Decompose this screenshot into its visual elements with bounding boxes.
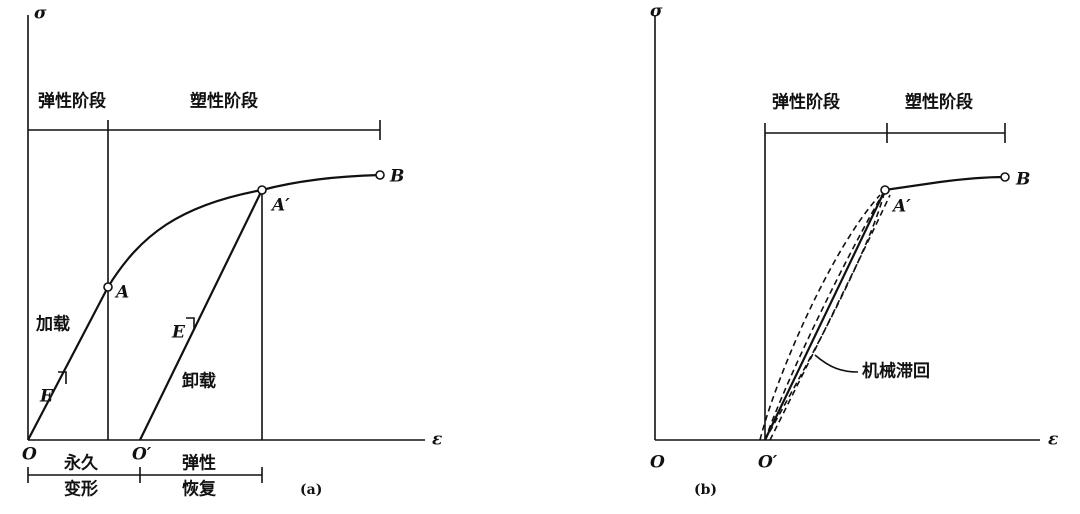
label: A [114,283,129,303]
leader [814,354,859,373]
hysteresis-loop [759,194,881,441]
label: 弹性阶段 [38,91,106,112]
label: 机械滞回 [862,361,930,382]
label: O [650,453,665,473]
label: 弹性 [182,453,216,474]
label: ε [1048,430,1058,450]
label: 塑性阶段 [190,91,258,112]
label: 塑性阶段 [905,92,973,113]
label: 卸载 [182,371,216,392]
unload-line [139,189,263,441]
caption: (b) [694,482,717,498]
label: O [22,445,37,465]
label: E [171,323,186,343]
label: 永久 [63,453,98,474]
hysteresis-loop [769,194,891,441]
point [1000,172,1010,182]
curve [884,175,1006,192]
label: ε [432,430,442,450]
label: σ [650,2,663,22]
label: B [1015,170,1030,190]
label: 加载 [35,314,70,335]
label: O′ [758,453,778,473]
caption: (a) [300,482,322,498]
label: A′ [891,197,911,217]
slope-mark [186,317,195,330]
label: σ [34,4,47,24]
label: A′ [270,196,290,216]
label: E [39,387,54,407]
curve [27,173,381,441]
panel-b: σ 弹性阶段 塑性阶段 B A′ 机械滞回 O O′ ε (b) [650,2,1058,499]
point [103,282,113,292]
point [375,170,385,180]
label: 恢复 [182,479,217,500]
label: 弹性阶段 [772,92,840,113]
point [880,185,890,195]
slope-mark [58,371,67,384]
point [257,185,267,195]
label: O′ [132,445,152,465]
panel-a: σ 弹性阶段 塑性阶段 B A′ A 加载 E E 卸载 O O′ ε 永久 变… [22,4,442,500]
label: 变形 [64,479,98,500]
load-line [764,189,886,441]
label: B [389,167,404,187]
